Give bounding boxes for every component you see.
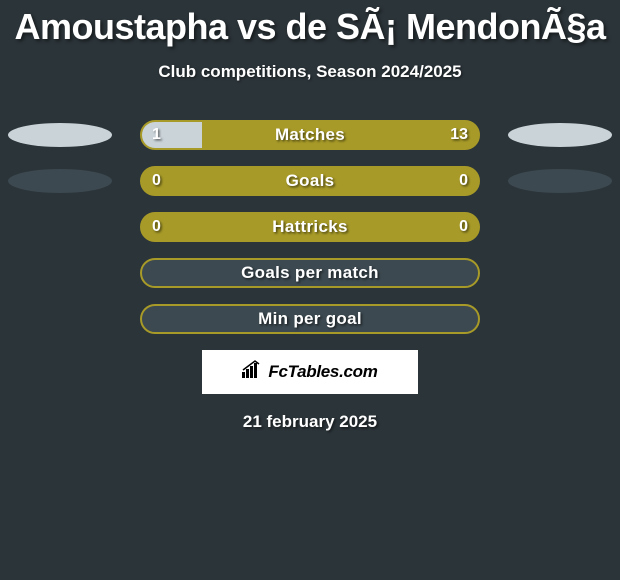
stat-label: Min per goal xyxy=(142,306,478,332)
stat-bar: Min per goal xyxy=(140,304,480,334)
stat-row: 00Goals xyxy=(0,166,620,196)
stat-bar: 00Hattricks xyxy=(140,212,480,242)
stat-bar: 113Matches xyxy=(140,120,480,150)
stat-row: 113Matches xyxy=(0,120,620,150)
brand-badge: FcTables.com xyxy=(202,350,418,394)
brand-chart-icon xyxy=(242,360,264,385)
stat-label: Hattricks xyxy=(142,214,478,240)
stat-bar: Goals per match xyxy=(140,258,480,288)
page-title: Amoustapha vs de SÃ¡ MendonÃ§a xyxy=(0,0,620,48)
stat-bar: 00Goals xyxy=(140,166,480,196)
brand-text: FcTables.com xyxy=(268,362,377,382)
stat-label: Goals xyxy=(142,168,478,194)
date-text: 21 february 2025 xyxy=(0,412,620,432)
stat-row: Goals per match xyxy=(0,258,620,288)
left-ellipse xyxy=(8,123,112,147)
left-ellipse xyxy=(8,169,112,193)
right-ellipse xyxy=(508,169,612,193)
page-subtitle: Club competitions, Season 2024/2025 xyxy=(0,62,620,82)
stat-bars-container: 113Matches 00Goals 00Hattricks Goals per ma… xyxy=(0,120,620,334)
stat-label: Goals per match xyxy=(142,260,478,286)
stat-row: Min per goal xyxy=(0,304,620,334)
stat-label: Matches xyxy=(142,122,478,148)
right-ellipse xyxy=(508,123,612,147)
stat-row: 00Hattricks xyxy=(0,212,620,242)
